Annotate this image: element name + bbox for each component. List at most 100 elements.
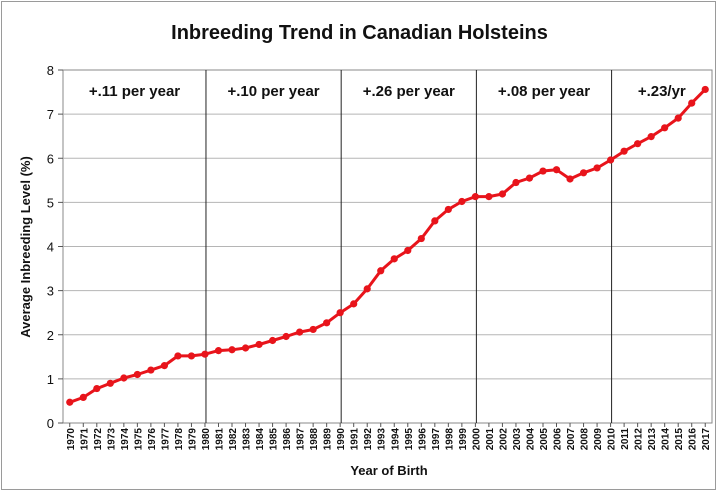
x-tick-label: 1994 [390,428,401,451]
data-point [120,374,128,382]
data-point [174,352,182,360]
y-tick-label: 4 [47,240,54,255]
data-point [160,362,169,370]
era-rate-label: +.08 per year [498,83,590,100]
data-point [268,336,277,345]
data-point [593,164,601,172]
data-point [661,124,669,132]
data-point [688,99,696,107]
era-rate-label: +.26 per year [363,83,455,100]
data-point [579,169,588,177]
x-tick-label: 2012 [634,428,645,451]
data-point [66,398,74,406]
y-tick-label: 1 [47,372,54,387]
data-point [377,267,385,275]
era-rate-label: +.10 per year [227,83,319,100]
data-point [282,332,290,341]
data-point [431,217,439,225]
era-rate-label: +.23/yr [638,83,686,100]
x-tick-label: 1990 [336,428,347,451]
data-point [147,366,155,374]
x-tick-label: 1992 [363,428,374,451]
data-point [512,178,520,187]
x-tick-label: 2001 [485,428,496,451]
x-tick-label: 1971 [79,428,90,451]
data-point [458,197,466,206]
data-point [471,193,479,201]
data-point [296,328,304,336]
data-point [187,352,196,360]
x-tick-label: 2015 [674,428,685,451]
y-tick-label: 2 [47,328,54,343]
data-point [350,300,358,308]
chart-title: Inbreeding Trend in Canadian Holsteins [171,22,548,44]
data-point [485,193,493,201]
x-tick-label: 1982 [228,428,239,451]
data-point [566,175,574,183]
x-tick-label: 1976 [147,428,158,451]
x-tick-label: 2013 [647,428,658,451]
data-point [106,379,114,387]
data-point [701,85,709,94]
data-point [634,140,642,148]
data-point [620,147,628,155]
data-point [404,246,412,255]
era-rate-label: +.11 per year [89,83,180,100]
x-tick-label: 1999 [458,428,469,451]
x-tick-label: 1974 [120,428,131,451]
x-axis-label: Year of Birth [350,463,427,478]
x-tick-label: 1979 [187,428,198,451]
x-tick-label: 1973 [106,428,117,451]
data-point [93,384,101,393]
x-tick-label: 1972 [93,428,104,451]
x-tick-label: 1987 [296,428,307,451]
x-tick-label: 1988 [309,428,320,451]
x-tick-label: 1991 [350,428,361,451]
x-tick-label: 1986 [282,428,293,451]
x-tick-label: 2000 [471,428,482,451]
data-point [552,166,561,174]
x-tick-label: 2006 [553,428,564,451]
data-point [498,190,507,198]
x-tick-label: 1983 [242,428,253,451]
data-point [309,325,317,334]
x-tick-label: 1997 [431,428,442,451]
data-point [444,205,452,214]
x-tick-label: 1984 [255,428,266,451]
data-point [525,174,534,182]
x-tick-label: 2011 [620,428,631,450]
x-tick-label: 2003 [512,428,523,451]
x-tick-label: 1981 [214,428,225,451]
data-point [201,350,209,358]
data-point [323,319,331,327]
x-tick-label: 2017 [701,428,712,451]
data-point [606,156,615,164]
data-point [539,167,547,175]
x-tick-label: 2004 [525,428,536,451]
y-tick-label: 7 [47,107,54,122]
x-tick-label: 2002 [498,428,509,451]
y-tick-label: 3 [47,284,54,299]
x-tick-label: 1977 [160,428,171,451]
x-tick-label: 1996 [417,428,428,451]
x-tick-label: 2010 [607,428,618,451]
data-point [417,234,425,243]
data-point [336,309,344,317]
data-point [363,285,371,293]
data-point [133,370,141,379]
data-point [241,344,250,352]
y-tick-label: 6 [47,151,54,166]
y-tick-label: 0 [47,416,54,431]
x-tick-label: 1998 [444,428,455,451]
data-point [79,393,87,402]
y-axis-label: Average Inbreeding Level (%) [18,156,33,338]
x-tick-label: 2009 [593,428,604,451]
data-point [674,114,682,122]
y-tick-label: 8 [47,63,54,78]
y-tick-label: 5 [47,195,54,210]
data-point [214,347,223,355]
x-tick-label: 2007 [566,428,577,451]
data-point [647,133,655,141]
x-tick-label: 2008 [580,428,591,451]
x-tick-label: 1985 [269,428,280,451]
